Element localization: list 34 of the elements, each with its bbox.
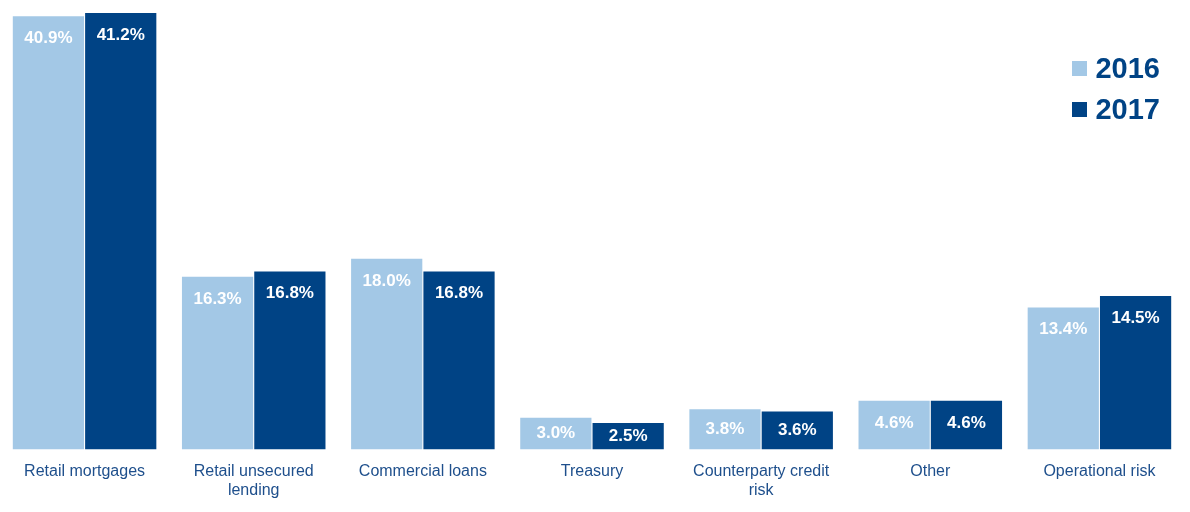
x-tick-label: Counterparty credit risk [693,461,830,498]
data-label: 3.0% [536,423,576,443]
x-tick-label: Operational risk [1043,461,1157,479]
bar [930,400,1003,450]
data-label: 40.9% [24,27,73,47]
bar [1027,307,1099,450]
legend-label: 2016 [1095,52,1160,85]
data-label: 16.8% [265,283,314,303]
bar [423,271,495,450]
data-label: 4.6% [947,412,986,432]
data-label: 16.3% [193,288,242,308]
data-label: 18.0% [362,270,411,290]
x-tick-label: Treasury [560,461,624,479]
x-tick-label: Retail unsecured lending [193,461,314,498]
data-label: 14.5% [1111,307,1160,327]
data-label: 41.2% [96,24,145,44]
x-tick-label: Commercial loans [358,461,487,479]
data-label: 3.8% [705,419,745,439]
bar [1099,295,1172,450]
bar [12,16,85,450]
bar [858,400,930,450]
bar [181,276,254,450]
legend-label: 2017 [1095,93,1160,126]
data-label: 16.8% [434,283,484,303]
bar [689,409,761,450]
x-tick-label: Retail mortgages [24,461,146,479]
bar [85,13,157,450]
x-tick-label: Other [910,461,951,479]
bar [351,258,423,450]
data-label: 4.6% [874,412,914,432]
data-label: 2.5% [608,426,648,446]
data-label: 13.4% [1039,319,1088,339]
data-label: 3.6% [777,420,817,440]
bar [254,271,326,450]
